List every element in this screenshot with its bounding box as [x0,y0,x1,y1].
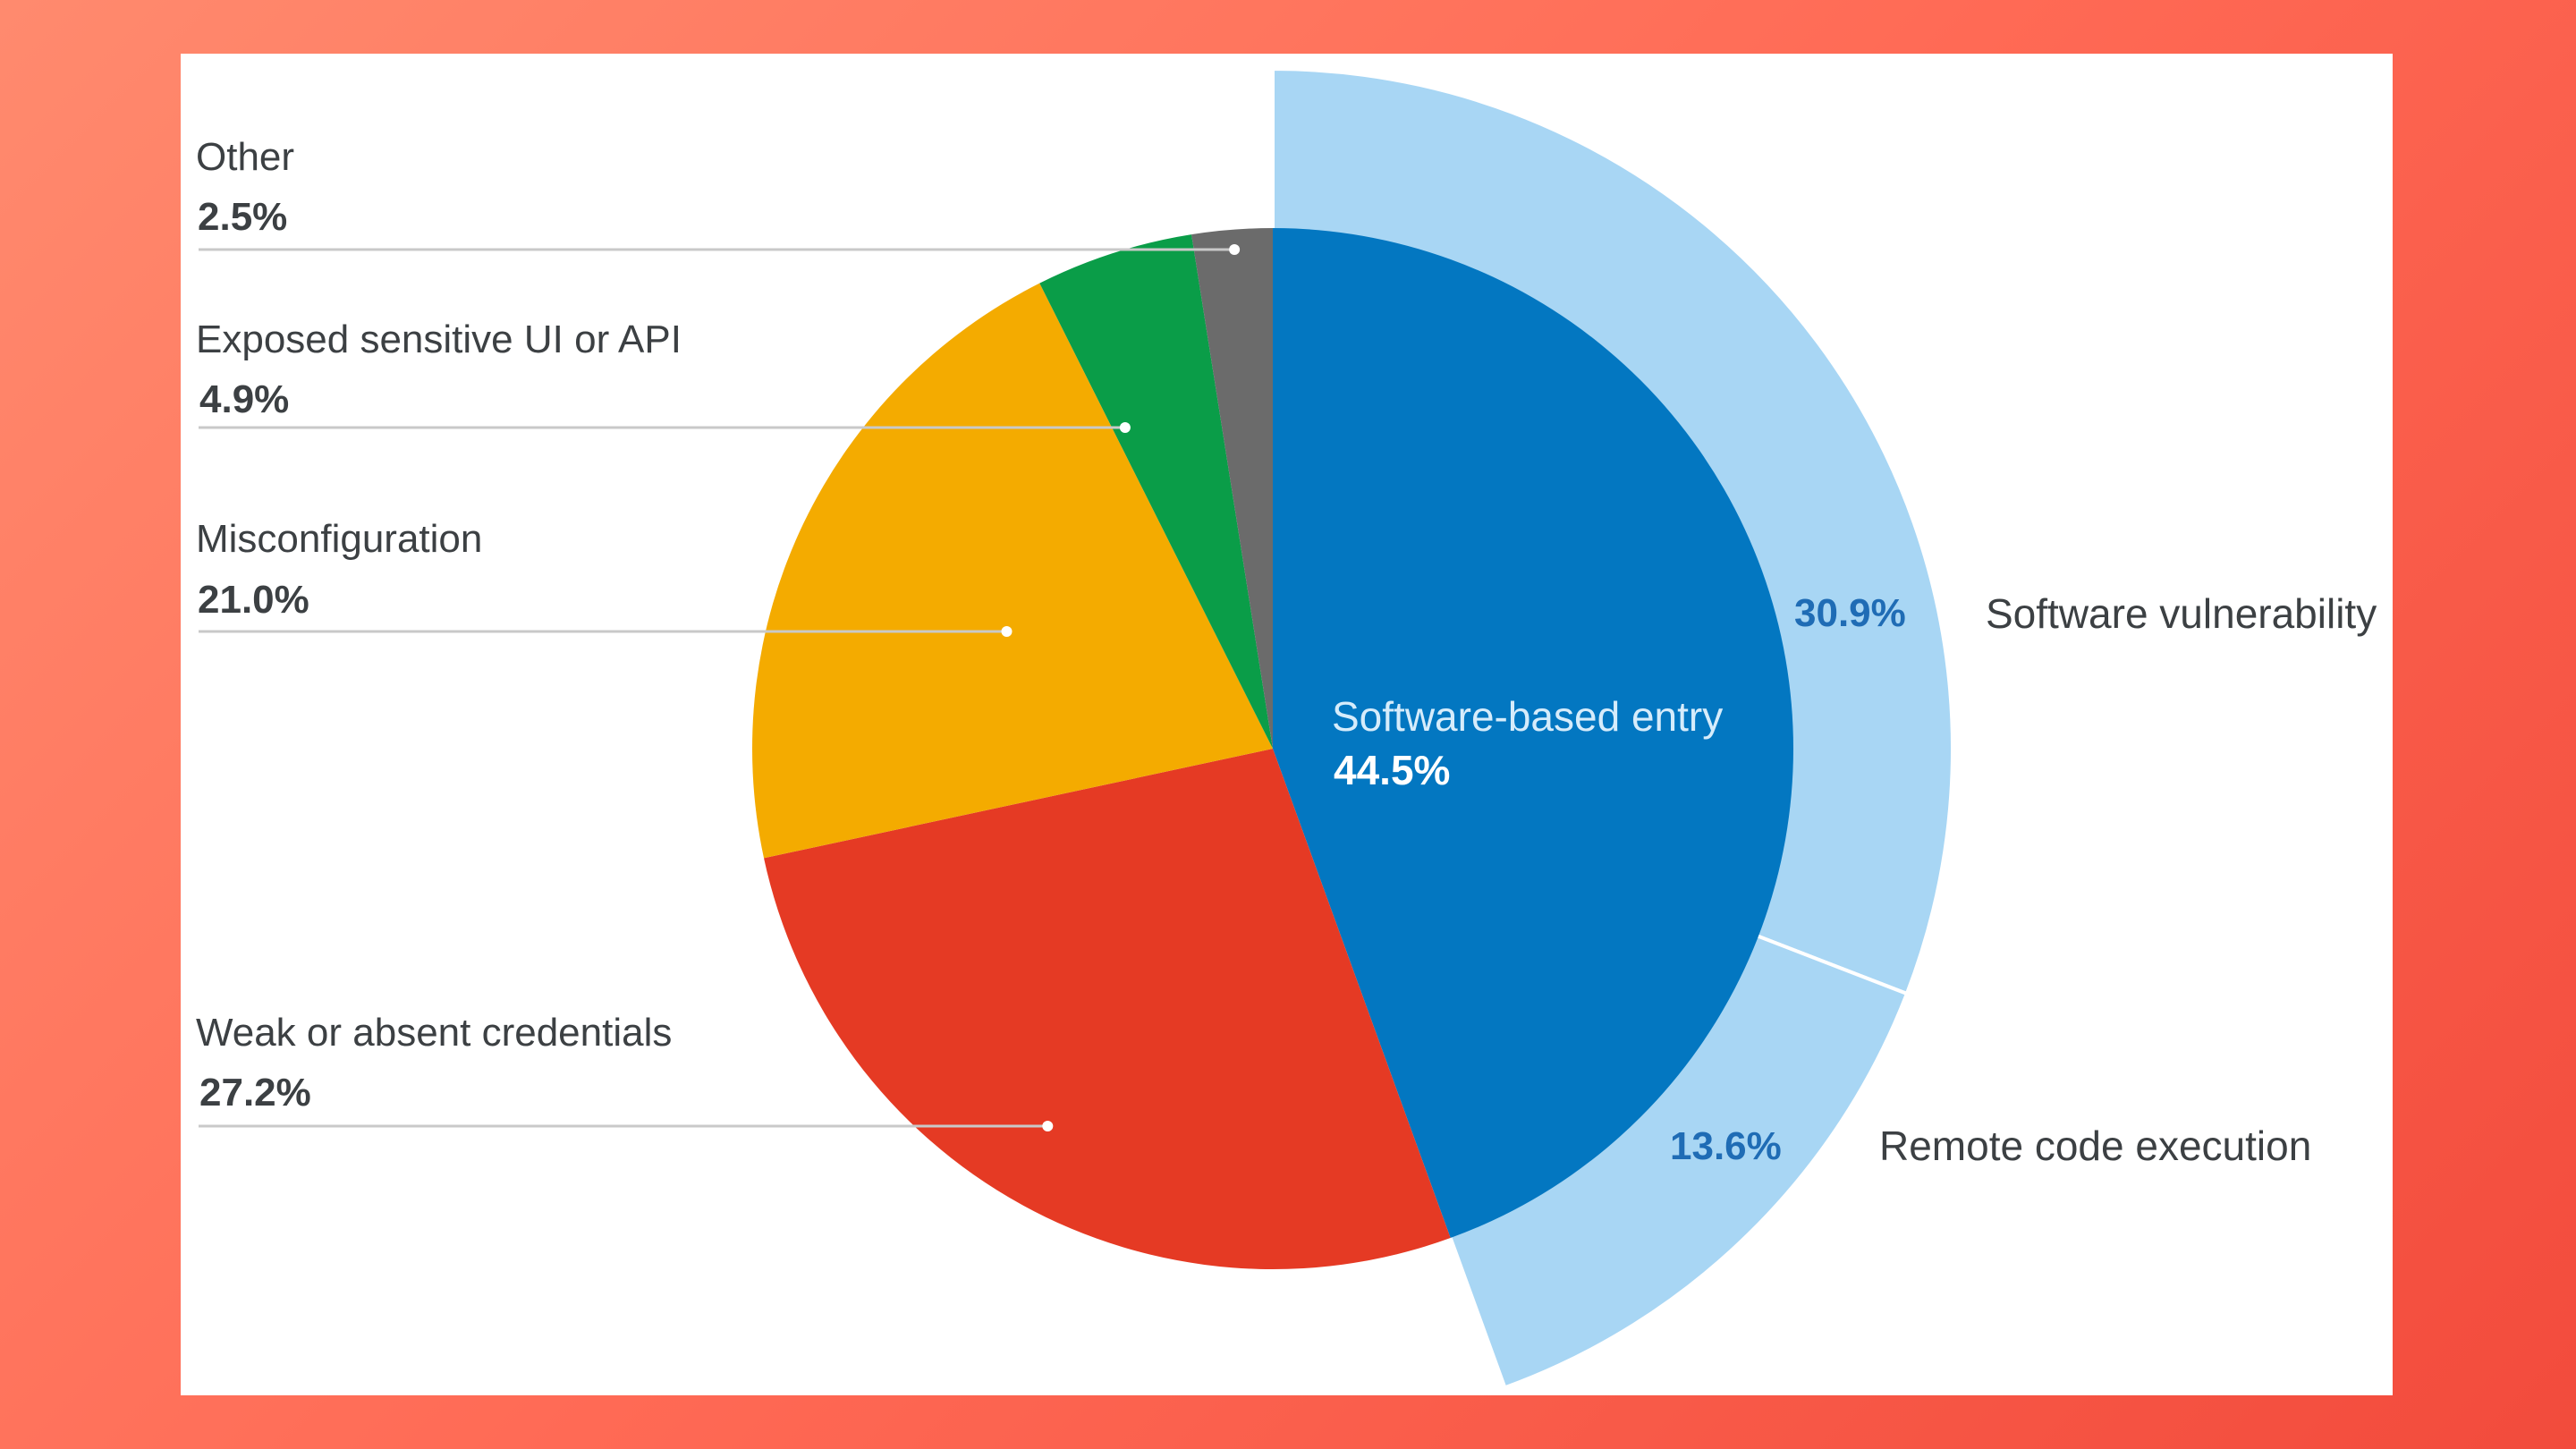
label-other-name: Other [196,135,294,179]
label-exposed-value: 4.9% [199,377,289,421]
label-weak-credentials-name: Weak or absent credentials [196,1011,672,1055]
label-other-value: 2.5% [198,195,287,239]
label-software-vuln-name: Software vulnerability [1986,590,2377,637]
slice-weak-or-absent-credentials [764,749,1451,1269]
label-software-entry-value: 44.5% [1334,747,1450,793]
label-software-vuln-value: 30.9% [1794,591,1906,635]
label-rce-value: 13.6% [1670,1124,1782,1168]
leader-dot-other [1229,244,1241,255]
label-exposed-name: Exposed sensitive UI or API [196,318,682,361]
label-rce-name: Remote code execution [1879,1123,2311,1169]
pie-slices [751,228,1793,1269]
slice-other [1191,228,1273,749]
slice-exposed-sensitive-ui-or-api [1039,234,1273,749]
label-misconfiguration-value: 21.0% [198,578,309,622]
label-software-entry-name: Software-based entry [1332,693,1723,740]
label-weak-credentials-value: 27.2% [199,1071,311,1114]
leader-dot-misconfiguration [1001,626,1013,637]
label-misconfiguration-name: Misconfiguration [196,517,482,561]
slice-software-based-entry [1273,228,1793,1239]
leader-lines [199,244,1241,1131]
leader-dot-exposed-sensitive-ui-or-api [1119,422,1131,433]
leader-dot-weak-or-absent-credentials [1042,1121,1054,1131]
